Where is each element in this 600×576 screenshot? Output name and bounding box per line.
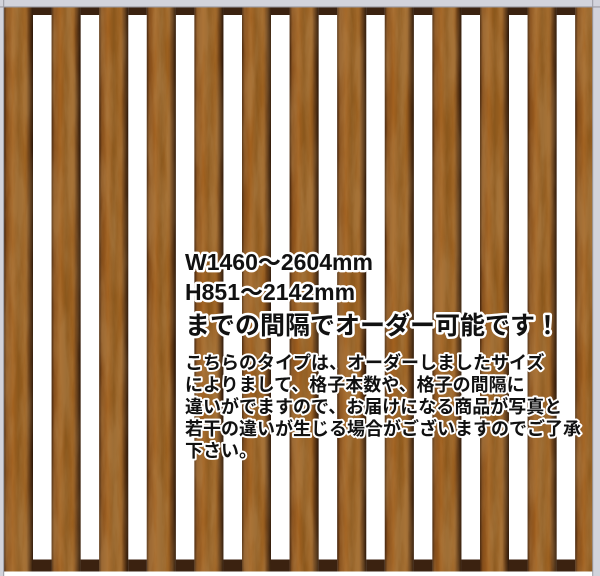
svg-text:までの間隔でオーダー可能です！: までの間隔でオーダー可能です！	[185, 311, 560, 340]
svg-text:H851～2142mm: H851～2142mm	[185, 279, 355, 305]
svg-text:によりまして、格子本数や、格子の間隔に: によりまして、格子本数や、格子の間隔に	[185, 375, 525, 395]
svg-text:W1460～2604mm: W1460～2604mm	[185, 249, 373, 275]
svg-text:下さい。: 下さい。	[185, 441, 257, 461]
svg-text:違いがでますので、お届けになる商品が写真と: 違いがでますので、お届けになる商品が写真と	[185, 396, 562, 417]
svg-text:こちらのタイプは、オーダーしましたサイズ: こちらのタイプは、オーダーしましたサイズ	[185, 352, 544, 373]
svg-text:若干の違いが生じる場合がございますのでご了承: 若干の違いが生じる場合がございますのでご了承	[185, 418, 581, 439]
